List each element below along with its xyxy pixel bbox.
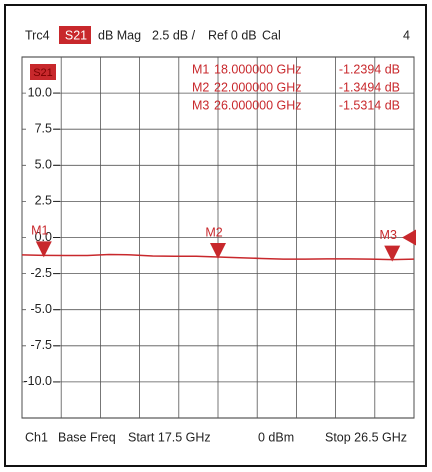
header-text: 2.5 dB / [152, 28, 196, 42]
readout-name: M2 [192, 80, 209, 94]
marker-label: M2 [205, 225, 222, 239]
trace-badge [59, 26, 91, 44]
tick-label-bg [26, 85, 54, 102]
y-tick-label: 0.0 [35, 230, 52, 244]
trace-tag [30, 64, 56, 80]
readout-value: -1.2394 dB [339, 62, 400, 76]
header-text: 4 [403, 28, 410, 42]
frame [4, 4, 427, 467]
footer-text: 0 dBm [258, 430, 294, 444]
marker [35, 241, 52, 258]
footer-text: Ch1 [25, 430, 48, 444]
tick-label-bg [26, 301, 54, 318]
marker-label: M1 [31, 224, 48, 238]
y-tick-label: 2.5 [35, 194, 52, 208]
readout-name: M3 [192, 98, 209, 112]
tick-label-bg [26, 121, 54, 138]
footer-text: Stop 26.5 GHz [325, 430, 407, 444]
header-text: S21 [65, 28, 87, 42]
readout-freq: 18.000000 GHz [214, 62, 302, 76]
readout-value: -1.5314 dB [339, 98, 400, 112]
trace-tag-text: S21 [33, 67, 53, 79]
readout-freq: 22.000000 GHz [214, 80, 302, 94]
y-tick-label: -10.0 [24, 374, 53, 388]
tick-label-bg [26, 265, 54, 282]
tick-label-bg [26, 157, 54, 174]
header-text: Cal [262, 28, 281, 42]
header-text: Ref 0 dB [208, 28, 257, 42]
marker [210, 242, 226, 259]
header-text: dB Mag [98, 28, 141, 42]
tick-label-bg [26, 337, 54, 354]
y-tick-label: 10.0 [28, 85, 52, 99]
marker [384, 245, 401, 262]
readout-freq: 26.000000 GHz [214, 98, 302, 112]
readout-name: M1 [192, 62, 209, 76]
ref-arrow [402, 229, 416, 246]
footer-text: Start 17.5 GHz [128, 430, 211, 444]
y-tick-label: -5.0 [30, 302, 52, 316]
marker-label: M3 [380, 228, 397, 242]
readout-value: -1.3494 dB [339, 80, 400, 94]
y-tick-label: 5.0 [35, 158, 52, 172]
y-tick-label: -2.5 [30, 266, 52, 280]
y-tick-label: -7.5 [30, 338, 52, 352]
y-tick-label: 7.5 [35, 121, 52, 135]
tick-label-bg [26, 373, 54, 390]
header-text: Trc4 [25, 28, 50, 42]
tick-label-bg [26, 193, 54, 210]
footer-text: Base Freq [58, 430, 116, 444]
